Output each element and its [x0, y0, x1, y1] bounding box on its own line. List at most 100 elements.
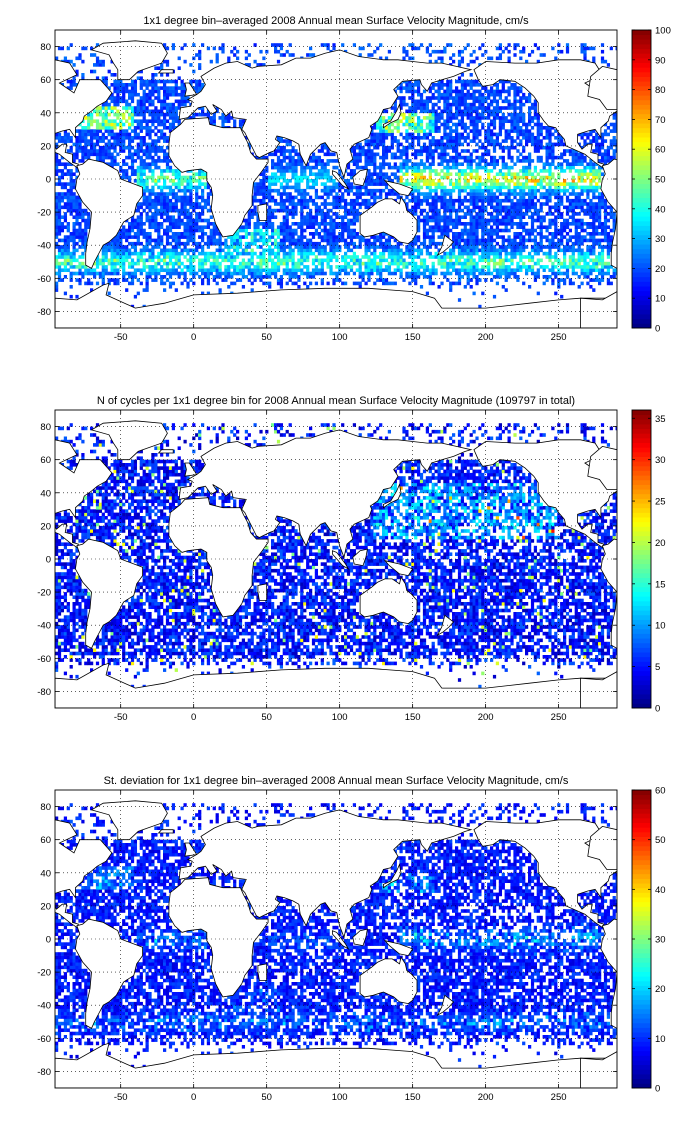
heatmap-cell — [615, 149, 617, 153]
heatmap-cell — [516, 198, 520, 203]
heatmap-cell — [344, 258, 348, 263]
heatmap-cell — [419, 175, 424, 180]
heatmap-cell — [329, 222, 333, 226]
heatmap-cell — [405, 139, 409, 143]
heatmap-cell — [151, 265, 155, 269]
heatmap-cell — [525, 232, 529, 236]
heatmap-cell — [539, 159, 543, 163]
heatmap-cell — [349, 235, 354, 239]
heatmap-cell — [236, 251, 240, 256]
heatmap-cell — [276, 278, 281, 282]
heatmap-cell — [367, 238, 371, 243]
heatmap-cell — [446, 228, 450, 233]
heatmap-cell — [390, 261, 394, 266]
heatmap-cell — [279, 205, 284, 210]
heatmap-cell — [238, 265, 243, 269]
heatmap-cell — [472, 182, 476, 186]
heatmap-cell — [510, 251, 514, 256]
heatmap-cell — [510, 198, 514, 203]
heatmap-cell — [168, 205, 173, 210]
heatmap-cell — [612, 155, 616, 160]
heatmap-cell — [379, 165, 383, 170]
heatmap-cell — [411, 278, 415, 282]
heatmap-cell — [475, 162, 479, 167]
heatmap-cell — [460, 155, 465, 160]
heatmap-cell — [457, 248, 462, 253]
heatmap-cell — [571, 202, 575, 206]
heatmap-cell — [279, 241, 284, 246]
heatmap-cell — [60, 261, 65, 266]
heatmap-cell — [101, 248, 105, 253]
heatmap-cell — [346, 222, 351, 226]
heatmap-cell — [495, 208, 500, 213]
heatmap-cell — [57, 271, 62, 276]
heatmap-cell — [440, 261, 444, 266]
heatmap-cell — [110, 261, 114, 266]
heatmap-cell — [370, 202, 374, 206]
heatmap-cell — [90, 271, 94, 276]
heatmap-cell — [75, 241, 79, 246]
heatmap-cell — [609, 205, 613, 210]
heatmap-cell — [568, 198, 573, 203]
heatmap-cell — [288, 149, 292, 153]
heatmap-cell — [583, 202, 587, 206]
heatmap-cell — [151, 188, 155, 193]
heatmap-cell — [472, 159, 476, 163]
heatmap-cell — [160, 208, 164, 213]
heatmap-cell — [586, 248, 590, 253]
heatmap-cell — [256, 232, 260, 236]
heatmap-cell — [309, 241, 313, 246]
heatmap-cell — [457, 152, 462, 157]
heatmap-cell — [160, 212, 164, 216]
heatmap-cell — [589, 251, 593, 256]
heatmap-cell — [165, 155, 170, 160]
heatmap-cell — [487, 195, 491, 200]
heatmap-cell — [154, 145, 158, 150]
heatmap-cell — [390, 172, 394, 177]
heatmap-cell — [268, 182, 272, 186]
heatmap-cell — [460, 215, 465, 220]
heatmap-cell — [66, 208, 70, 213]
heatmap-cell — [419, 202, 424, 206]
heatmap-cell — [274, 232, 278, 236]
heatmap-cell — [460, 169, 465, 173]
heatmap-cell — [165, 205, 170, 210]
heatmap-cell — [563, 222, 567, 226]
heatmap-cell — [536, 225, 540, 230]
heatmap-cell — [189, 185, 193, 190]
heatmap-cell — [437, 222, 441, 226]
heatmap-cell — [536, 182, 540, 186]
heatmap-cell — [393, 261, 397, 266]
heatmap-cell — [317, 162, 322, 167]
heatmap-cell — [603, 222, 608, 226]
heatmap-cell — [568, 169, 573, 173]
heatmap-cell — [297, 222, 301, 226]
heatmap-cell — [332, 195, 336, 200]
heatmap-cell — [598, 202, 602, 206]
heatmap-cell — [422, 136, 427, 140]
heatmap-cell — [373, 258, 377, 263]
heatmap-cell — [609, 228, 613, 233]
heatmap-cell — [55, 225, 59, 230]
heatmap-cell — [460, 162, 465, 167]
heatmap-cell — [238, 228, 243, 233]
heatmap-cell — [344, 215, 348, 220]
heatmap-cell — [434, 188, 438, 193]
heatmap-cell — [192, 255, 196, 259]
heatmap-cell — [329, 159, 333, 163]
heatmap-cell — [136, 215, 140, 220]
heatmap-cell — [128, 261, 132, 266]
heatmap-cell — [75, 149, 79, 153]
heatmap-cell — [449, 248, 453, 253]
heatmap-cell — [157, 268, 161, 273]
heatmap-cell — [422, 195, 427, 200]
heatmap-cell — [431, 149, 435, 153]
heatmap-cell — [130, 275, 135, 279]
heatmap-cell — [306, 165, 310, 170]
heatmap-cell — [519, 169, 523, 173]
heatmap-cell — [431, 139, 435, 143]
heatmap-cell — [291, 235, 295, 239]
heatmap-cell — [609, 235, 613, 239]
heatmap-cell — [168, 241, 173, 246]
heatmap-cell — [212, 241, 216, 246]
